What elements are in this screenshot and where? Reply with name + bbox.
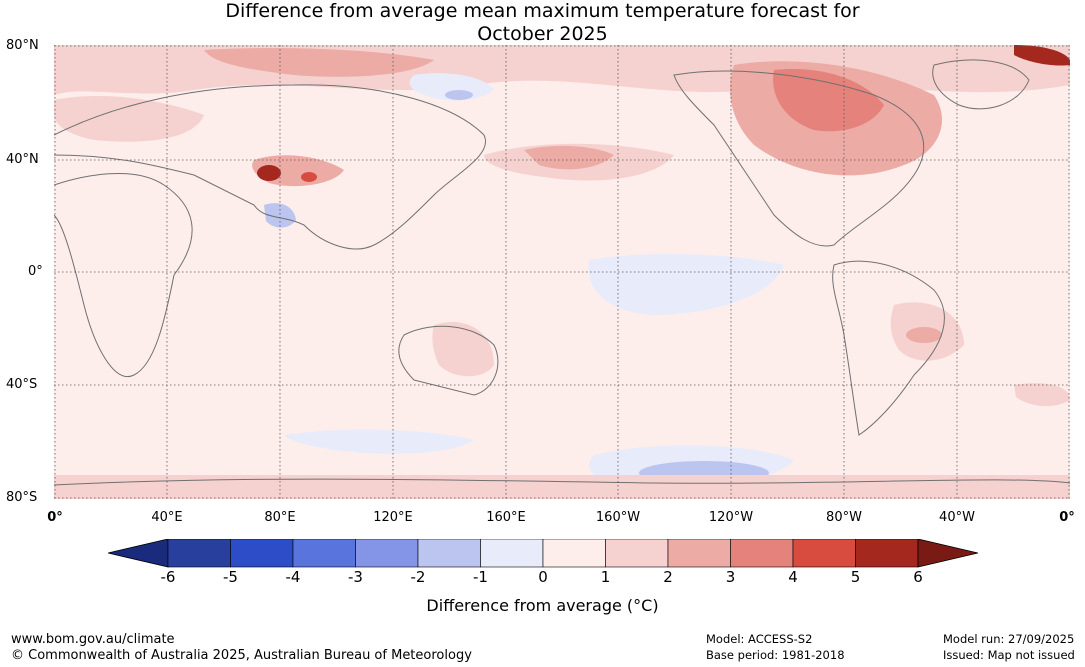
brazil-warm-core xyxy=(906,327,942,343)
colorbar-tick-label: -5 xyxy=(223,568,238,586)
lat-label-40n: 40°N xyxy=(6,152,39,167)
colorbar-cell xyxy=(855,539,919,568)
colorbar-cell xyxy=(417,539,481,568)
antarctic-warm xyxy=(54,475,1070,499)
colorbar-tick-label: 3 xyxy=(725,568,736,586)
footer-model: Model: ACCESS-S2 xyxy=(706,632,813,646)
colorbar-cell xyxy=(292,539,356,568)
europe-warm xyxy=(54,95,204,142)
tibet-hot-core xyxy=(257,165,281,181)
colorbar-tick-label: 5 xyxy=(850,568,861,586)
footer-copyright: © Commonwealth of Australia 2025, Austra… xyxy=(11,648,472,663)
lon-label-80w: 80°W xyxy=(826,510,862,525)
temperature-anomaly-map xyxy=(54,45,1070,499)
colorbar-tick-label: -6 xyxy=(160,568,176,586)
africa-outline xyxy=(54,173,193,378)
australia-warm xyxy=(432,321,494,377)
lon-label-0-right: 0° xyxy=(1059,510,1075,525)
colorbar-tick-label: 0 xyxy=(538,568,548,586)
lon-label-160w: 160°W xyxy=(595,510,641,525)
lat-label-80s: 80°S xyxy=(6,490,38,505)
colorbar-tick-label: 2 xyxy=(663,568,673,586)
website-link[interactable]: www.bom.gov.au/climate xyxy=(11,632,175,647)
graticule xyxy=(54,45,1070,499)
colorbar-cell xyxy=(605,539,669,568)
lat-label-80n: 80°N xyxy=(6,38,39,53)
lon-label-40e: 40°E xyxy=(151,510,183,525)
colorbar-label: Difference from average (°C) xyxy=(426,596,659,615)
greenland-outline xyxy=(932,59,1030,110)
north-america-warm-core xyxy=(773,69,884,132)
colorbar-tick-label: -1 xyxy=(473,568,488,586)
lon-label-40w: 40°W xyxy=(939,510,975,525)
footer-model-run: Model run: 27/09/2025 xyxy=(943,632,1075,646)
siberia-warm xyxy=(204,48,434,77)
lon-label-0-left: 0° xyxy=(47,510,63,525)
tibet-warm-core xyxy=(301,172,317,182)
title-line-2: October 2025 xyxy=(477,23,608,45)
sea-of-okhotsk-cool xyxy=(409,73,494,101)
lon-label-160e: 160°E xyxy=(486,510,526,525)
south-atlantic-warm xyxy=(1014,383,1070,407)
lat-label-0: 0° xyxy=(28,264,43,279)
equatorial-pacific-cool xyxy=(588,253,784,315)
colorbar-low-extend xyxy=(108,539,169,568)
chart-title: Difference from average mean maximum tem… xyxy=(0,0,1085,46)
colorbar-tick-label: 1 xyxy=(600,568,611,586)
australia-outline xyxy=(398,325,499,396)
eurasia-outline xyxy=(54,84,487,250)
colorbar-cell xyxy=(167,539,231,568)
footer-website[interactable]: www.bom.gov.au/climate xyxy=(11,631,175,648)
colorbar-cell xyxy=(480,539,544,568)
lat-label-40s: 40°S xyxy=(6,377,38,392)
colorbar-tick-label: -2 xyxy=(410,568,426,586)
lon-label-80e: 80°E xyxy=(264,510,296,525)
colorbar-tick-label: 6 xyxy=(913,568,923,586)
south-america-outline xyxy=(832,260,945,436)
colorbar-high-extend xyxy=(917,539,978,568)
colorbar-cell xyxy=(667,539,731,568)
india-cool xyxy=(264,203,296,228)
colorbar-cell xyxy=(355,539,419,568)
anomaly-fields xyxy=(54,45,1070,499)
coastlines xyxy=(54,59,1070,486)
colorbar-tick-label: -4 xyxy=(285,568,301,586)
colorbar-cell xyxy=(230,539,294,568)
north-america-outline xyxy=(673,70,925,247)
footer-base-period: Base period: 1981-2018 xyxy=(706,648,845,662)
okhotsk-cool-core xyxy=(445,90,473,100)
north-pacific-warm-core xyxy=(524,145,614,170)
colorbar-cell xyxy=(792,539,856,568)
title-line-1: Difference from average mean maximum tem… xyxy=(225,0,860,22)
colorbar xyxy=(108,539,978,568)
colorbar-tick-label: 4 xyxy=(788,568,798,586)
antarctica-outline xyxy=(54,478,1070,486)
footer-issued: Issued: Map not issued xyxy=(943,648,1075,662)
greenland-hot xyxy=(1014,45,1070,66)
lon-label-120e: 120°E xyxy=(373,510,413,525)
colorbar-cell xyxy=(542,539,606,568)
colorbar-tick-label: -3 xyxy=(348,568,363,586)
southern-ocean-cool-west xyxy=(284,429,474,454)
lon-label-120w: 120°W xyxy=(708,510,754,525)
colorbar-cell xyxy=(730,539,794,568)
